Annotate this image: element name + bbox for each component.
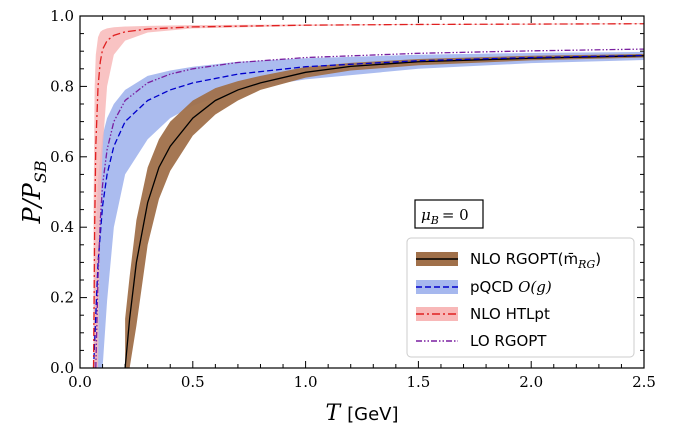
y-tick-label: 0.2 (50, 289, 74, 307)
x-tick-label: 1.0 (294, 373, 318, 391)
y-tick-label: 0.6 (50, 148, 74, 166)
x-tick-label: 0.5 (181, 373, 205, 391)
tick-layer (79, 15, 645, 369)
series-line-2 (92, 23, 644, 368)
band-layer (93, 23, 644, 368)
y-tick-label: 0.0 (50, 359, 74, 377)
tick-label-layer: 0.0 0.5 1.0 1.5 2.0 2.5 0.0 0.2 0.4 0.6 0.8 1.0 (50, 7, 656, 391)
series-line-0 (124, 55, 644, 368)
band-1 (93, 51, 644, 368)
x-tick-label: 0.0 (68, 373, 92, 391)
x-tick-label: 1.5 (406, 373, 430, 391)
y-tick-label: 0.8 (50, 77, 74, 95)
y-tick-label: 1.0 (50, 7, 74, 25)
annotation-box: μB = 0 (414, 199, 484, 229)
x-tick-label: 2.5 (632, 373, 656, 391)
x-axis-title: T [GeV] (325, 401, 398, 426)
series-line-1 (92, 54, 644, 368)
legend-label-nlo-rgopt: NLO RGOPT(m̄RG) (470, 250, 601, 271)
legend: NLO RGOPT(m̄RG) pQCD O(g) NLO HTLpt LO R… (406, 237, 635, 358)
series-line-3 (95, 48, 644, 368)
legend-label-pqcd: pQCD O(g) (470, 278, 552, 296)
legend-box (406, 237, 635, 358)
line-layer (92, 23, 644, 368)
svg-text:μB= 0: μB = 0 (421, 206, 469, 227)
y-axis-title: P/PSB (18, 160, 50, 224)
x-tick-label: 2.0 (519, 373, 543, 391)
y-tick-label: 0.4 (50, 218, 74, 236)
legend-label-lo-rgopt: LO RGOPT (470, 332, 547, 350)
legend-label-nlo-htlpt: NLO HTLpt (470, 305, 550, 323)
